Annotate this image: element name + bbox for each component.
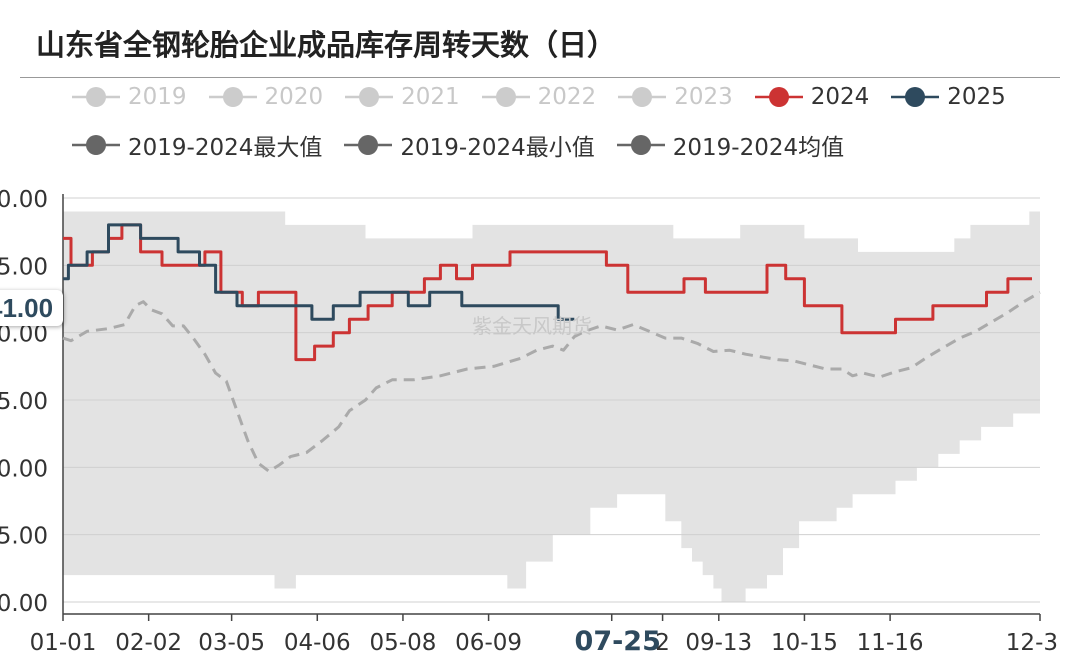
legend-marker-icon: [481, 87, 530, 107]
legend-item-2024[interactable]: 2024: [753, 84, 870, 110]
x-tick-label: 09-13: [685, 630, 752, 656]
legend-marker-icon: [345, 87, 394, 107]
y-tick-label: 45.00: [0, 254, 48, 280]
y-tick-label: 50.00: [0, 187, 48, 213]
x-tick-label: 04-06: [284, 630, 351, 656]
chart-title: 山东省全钢轮胎企业成品库存周转天数（日）: [36, 28, 617, 62]
y-tick-label: 40.00: [0, 322, 48, 348]
legend-item-2019-2024最小值[interactable]: 2019-2024最小值: [342, 128, 595, 162]
y-tick-label: 30.00: [0, 456, 48, 482]
x-tick-label: 05-08: [370, 630, 437, 656]
legend-row: 2019-2024最大值 2019-2024最小值 2019-2024均值: [70, 128, 864, 162]
legend-marker-icon: [754, 87, 803, 107]
legend-marker-icon: [208, 87, 257, 107]
x-tick-label: 2: [655, 630, 670, 656]
legend-marker-icon: [616, 135, 665, 155]
legend-label: 2019: [128, 84, 187, 110]
x-tick-label: 02-02: [115, 630, 182, 656]
axis-pointer-label: 41.00: [0, 290, 64, 326]
legend-marker-icon: [72, 87, 120, 107]
legend-label: 2020: [264, 84, 324, 110]
legend-item-2019-2024最大值[interactable]: 2019-2024最大值: [70, 128, 322, 162]
x-tick-label: 01-01: [30, 630, 97, 656]
x-tick-label: 07-25: [575, 626, 661, 657]
legend-item-2025[interactable]: 2025: [889, 84, 1006, 110]
series-line-2025: [63, 223, 575, 321]
watermark-text: 紫金天风期货: [472, 314, 592, 338]
y-tick-label: 35.00: [0, 389, 48, 415]
legend-item-2022[interactable]: 2022: [480, 84, 597, 110]
legend-label: 2021: [401, 84, 460, 110]
legend-label: 2024: [810, 84, 870, 110]
legend-item-2019-2024均值[interactable]: 2019-2024均值: [615, 128, 844, 162]
x-tick-label: 11-16: [857, 630, 924, 656]
series-line-2024: [63, 223, 1032, 362]
x-tick-label: 03-05: [198, 630, 265, 656]
legend-item-2020[interactable]: 2020: [207, 84, 324, 110]
y-tick-label: 25.00: [0, 524, 48, 550]
x-tick-label: 10-15: [771, 630, 838, 656]
x-tick-label: 06-09: [455, 630, 522, 656]
legend-label: 2019-2024均值: [672, 135, 845, 161]
legend-label: 2019-2024最大值: [128, 135, 323, 161]
legend-label: 2019-2024最小值: [400, 135, 595, 161]
x-tick-label: 12-3: [1006, 630, 1058, 656]
legend-row: 2019 2020 2021 2022 2023 2024 2025: [70, 84, 1026, 118]
y-tick-label: 20.00: [0, 591, 48, 617]
legend-marker-icon: [72, 135, 120, 155]
legend-item-2019[interactable]: 2019: [70, 84, 187, 110]
legend-item-2023[interactable]: 2023: [616, 84, 733, 110]
legend-marker-icon: [891, 87, 940, 107]
legend-label: 2025: [947, 84, 1006, 110]
title-divider: [20, 77, 1060, 78]
legend-label: 2022: [537, 84, 597, 110]
min-max-band: [63, 211, 1040, 602]
legend-item-2021[interactable]: 2021: [343, 84, 460, 110]
legend-marker-icon: [344, 135, 393, 155]
legend-label: 2023: [674, 84, 733, 110]
legend-marker-icon: [618, 87, 667, 107]
series-line-2019-2024均值: [62, 291, 1041, 473]
